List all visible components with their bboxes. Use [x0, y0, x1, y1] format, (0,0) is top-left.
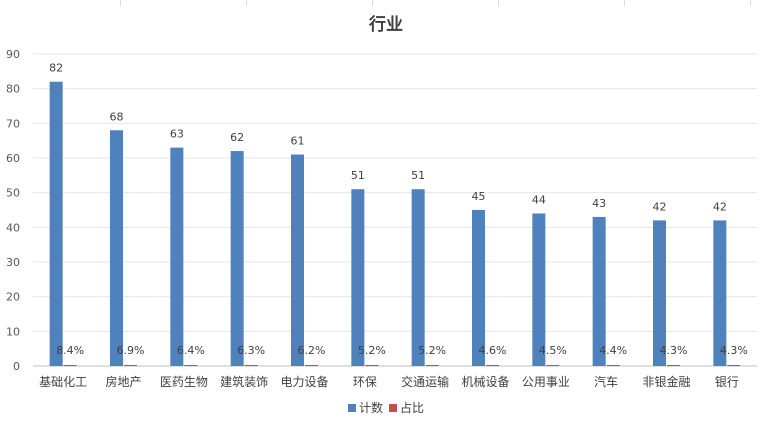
- bar-占比: [184, 365, 198, 366]
- x-category-label: 公用事业: [522, 375, 570, 389]
- bar-计数: [532, 213, 546, 366]
- x-category-label: 机械设备: [461, 374, 509, 389]
- x-category-label: 房地产: [105, 374, 141, 389]
- data-label: 6.9%: [117, 344, 145, 357]
- x-category-label: 交通运输: [401, 374, 449, 389]
- data-label: 51: [411, 169, 425, 182]
- data-label: 45: [472, 190, 486, 203]
- bar-占比: [305, 365, 318, 366]
- x-category-label: 非银金融: [642, 374, 690, 389]
- data-label: 43: [592, 197, 606, 210]
- data-label: 4.4%: [599, 344, 627, 357]
- bar-占比: [606, 365, 620, 366]
- y-tick-label: 0: [13, 360, 20, 373]
- data-label: 51: [351, 169, 365, 182]
- bar-计数: [110, 130, 123, 366]
- x-category-label: 环保: [353, 375, 377, 389]
- data-label: 4.3%: [660, 344, 688, 357]
- x-axis: 基础化工 房地产 医药生物 建筑装饰 电力设备 环保 交通运输 机械设备 公用事业 汽车 非银金融 银…: [39, 374, 739, 389]
- bar-计数: [472, 210, 485, 366]
- bar-占比: [124, 365, 137, 366]
- data-label: 42: [653, 200, 667, 213]
- y-tick-label: 60: [6, 152, 20, 165]
- data-label: 68: [110, 110, 124, 123]
- bar-占比: [667, 365, 680, 366]
- data-label: 4.6%: [479, 344, 507, 357]
- legend: 计数 占比: [348, 400, 424, 415]
- y-tick-label: 30: [6, 256, 20, 269]
- data-label: 62: [230, 131, 244, 144]
- bar-计数: [713, 220, 727, 366]
- bar-计数: [592, 216, 606, 366]
- y-tick-label: 10: [6, 325, 20, 338]
- data-label: 4.3%: [720, 344, 748, 357]
- bar-占比: [727, 365, 741, 366]
- bars: 82 8.4% 68 6.9% 63 6.4% 62 6.3% 61 6.2% 51 5.2% 51 5.…: [49, 62, 748, 366]
- bar-占比: [486, 365, 499, 366]
- y-tick-label: 20: [6, 291, 20, 304]
- data-label: 5.2%: [418, 344, 446, 357]
- data-label: 6.3%: [237, 344, 265, 357]
- data-label: 63: [170, 128, 184, 141]
- y-tick-label: 70: [6, 117, 20, 130]
- data-label: 61: [291, 135, 305, 148]
- x-category-label: 建筑装饰: [220, 374, 268, 389]
- bar-计数: [351, 189, 365, 366]
- legend-label: 计数: [359, 400, 383, 415]
- bar-计数: [291, 154, 304, 366]
- bar-计数: [230, 151, 244, 366]
- y-tick-label: 40: [6, 221, 20, 234]
- gridlines: [33, 53, 757, 367]
- bar-占比: [63, 365, 77, 366]
- x-category-label: 基础化工: [39, 375, 87, 389]
- y-tick-label: 80: [6, 83, 20, 96]
- legend-label: 占比: [400, 400, 424, 415]
- x-category-label: 医药生物: [160, 375, 208, 389]
- bar-占比: [546, 365, 560, 366]
- bar-占比: [365, 365, 379, 366]
- x-category-label: 汽车: [594, 374, 618, 389]
- y-axis: 0 10 20 30 40 50 60 70 80 90: [6, 48, 20, 373]
- x-category-label: 电力设备: [280, 375, 328, 389]
- bar-计数: [411, 189, 425, 366]
- chart-title: 行业: [368, 14, 403, 35]
- data-label: 8.4%: [56, 344, 84, 357]
- data-label: 5.2%: [358, 344, 386, 357]
- bar-占比: [244, 365, 258, 366]
- data-label: 44: [532, 193, 546, 206]
- data-label: 6.4%: [177, 344, 205, 357]
- bar-计数: [653, 220, 666, 366]
- legend-swatch: [389, 404, 398, 412]
- sheet-column-dividers: [0, 0, 772, 6]
- y-tick-label: 50: [6, 187, 20, 200]
- bar-计数: [170, 147, 184, 366]
- data-label: 4.5%: [539, 344, 567, 357]
- data-label: 6.2%: [298, 344, 326, 357]
- bar-占比: [425, 365, 439, 366]
- y-tick-label: 90: [6, 48, 20, 61]
- data-label: 42: [713, 200, 727, 213]
- legend-swatch: [348, 404, 356, 412]
- data-label: 82: [49, 62, 63, 75]
- x-category-label: 银行: [715, 375, 739, 389]
- bar-计数: [49, 81, 63, 366]
